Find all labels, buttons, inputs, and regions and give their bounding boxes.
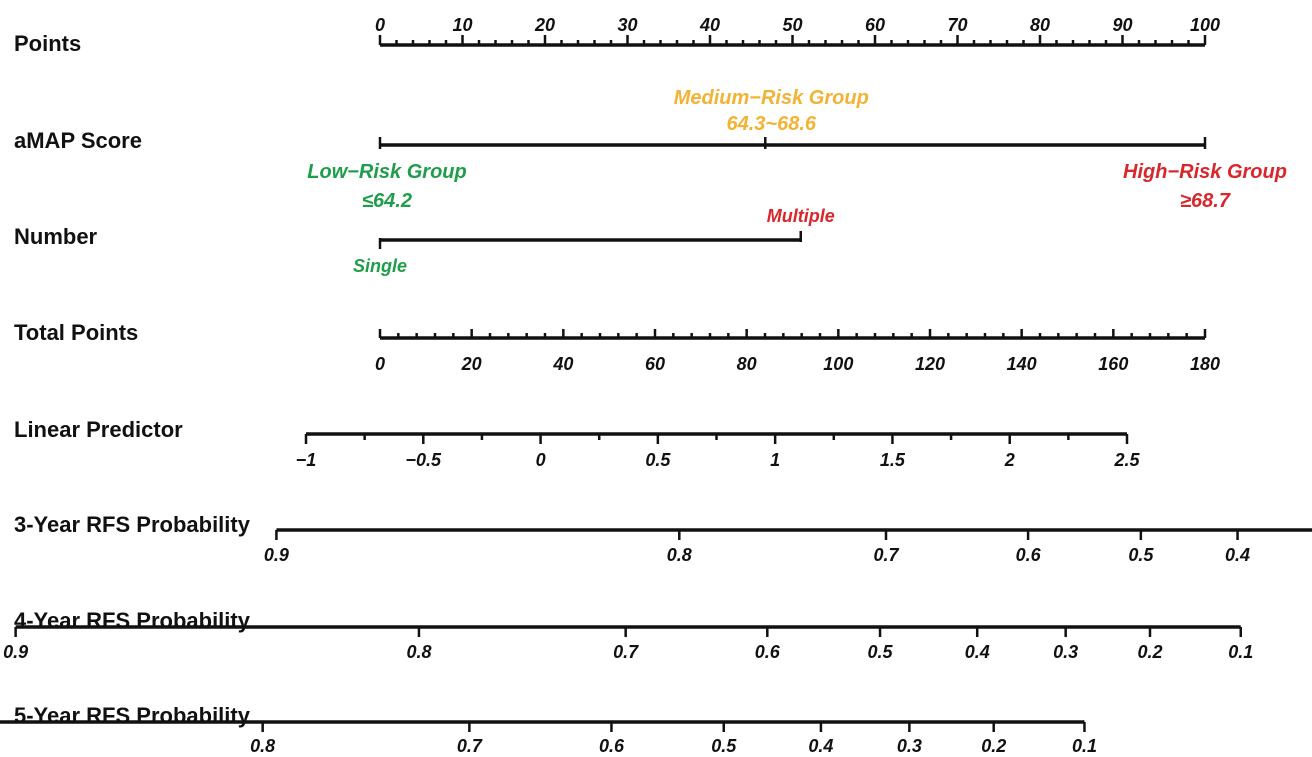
total-points-tick-label: 180 (1190, 354, 1220, 374)
amap-category-label: Medium−Risk Group (674, 87, 869, 109)
rfs5-tick-label: 0.7 (457, 736, 483, 756)
rfs3-tick-label: 0.8 (667, 545, 692, 565)
rfs3-tick-label: 0.7 (873, 545, 899, 565)
rfs3-tick-label: 0.6 (1016, 545, 1042, 565)
points-tick-label: 0 (375, 15, 385, 35)
amap-category-label: High−Risk Group (1123, 161, 1287, 183)
total-points-tick-label: 40 (552, 354, 573, 374)
amap-category-range: ≥68.7 (1180, 190, 1231, 212)
points-tick-label: 50 (782, 15, 802, 35)
rfs4-tick-label: 0.2 (1137, 642, 1162, 662)
number-category-label: Single (353, 256, 407, 276)
points-tick-label: 100 (1190, 15, 1220, 35)
points-axis: 0 10 20 30 40 50 60 70 80 90 100 (375, 15, 1220, 47)
total-points-tick-label: 60 (645, 354, 665, 374)
linear-predictor-tick-label: 2 (1004, 450, 1015, 470)
rfs3-tick-label: 0.9 (264, 545, 289, 565)
number-axis: Single Multiple (353, 206, 835, 276)
points-tick-label: 70 (947, 15, 967, 35)
rfs5-tick-label: 0.4 (808, 736, 833, 756)
rfs3-tick-label: 0.5 (1128, 545, 1154, 565)
rfs4-tick-label: 0.9 (3, 642, 28, 662)
amap-category-range: ≤64.2 (362, 190, 412, 212)
linear-predictor-tick-label: −1 (296, 450, 317, 470)
total-points-tick-label: 0 (375, 354, 385, 374)
rfs5-tick-label: 0.2 (981, 736, 1006, 756)
rfs3-tick-label: 0.4 (1225, 545, 1250, 565)
total-points-tick-label: 100 (823, 354, 853, 374)
amap-score-axis: Low−Risk Group ≤64.2 Medium−Risk Group 64.3… (307, 87, 1287, 212)
linear-predictor-tick-label: 1.5 (880, 450, 906, 470)
points-tick-label: 30 (617, 15, 637, 35)
rfs4-tick-label: 0.8 (406, 642, 431, 662)
row-label-number: Number (14, 224, 98, 249)
total-points-tick-label: 80 (737, 354, 757, 374)
amap-category-range: 64.3~68.6 (727, 113, 817, 135)
rfs5-tick-label: 0.3 (897, 736, 922, 756)
total-points-axis: 0 20 40 60 80 100 120 140 160 180 (375, 329, 1220, 374)
linear-predictor-tick-label: 2.5 (1113, 450, 1140, 470)
linear-predictor-axis: −1 −0.5 0 0.5 1 1.5 2 2.5 (296, 432, 1140, 470)
rfs5-tick-label: 0.1 (1072, 736, 1097, 756)
amap-category-label: Low−Risk Group (307, 161, 466, 183)
points-tick-label: 90 (1112, 15, 1132, 35)
rfs5-axis: 0.90.80.70.60.50.40.30.20.1 (0, 720, 1097, 756)
linear-predictor-tick-label: −0.5 (406, 450, 443, 470)
total-points-tick-label: 20 (461, 354, 482, 374)
rfs5-tick-label: 0.8 (250, 736, 275, 756)
linear-predictor-tick-label: 0.5 (645, 450, 671, 470)
linear-predictor-tick-label: 0 (536, 450, 546, 470)
row-label-5yr-rfs: 5-Year RFS Probability (14, 703, 251, 728)
rfs5-tick-label: 0.5 (711, 736, 737, 756)
row-label-linear-predictor: Linear Predictor (14, 417, 183, 442)
row-label-total-points: Total Points (14, 320, 138, 345)
rfs4-axis: 0.9 0.8 0.7 0.6 0.5 0.4 0.3 0.2 0.1 (3, 625, 1253, 662)
rfs3-axis: 0.90.80.70.60.50.40.30.2 (264, 528, 1312, 565)
total-points-tick-label: 120 (915, 354, 945, 374)
total-points-tick-label: 160 (1098, 354, 1128, 374)
rfs4-tick-label: 0.4 (965, 642, 990, 662)
points-tick-label: 40 (699, 15, 720, 35)
rfs4-tick-label: 0.5 (868, 642, 894, 662)
rfs4-tick-label: 0.3 (1053, 642, 1078, 662)
points-tick-label: 10 (452, 15, 472, 35)
rfs4-tick-label: 0.6 (755, 642, 781, 662)
row-label-points: Points (14, 31, 81, 56)
number-category-label: Multiple (767, 206, 835, 226)
row-label-4yr-rfs: 4-Year RFS Probability (14, 608, 251, 633)
points-tick-label: 80 (1030, 15, 1050, 35)
points-tick-label: 20 (534, 15, 555, 35)
row-label-amap-score: aMAP Score (14, 128, 142, 153)
rfs4-tick-label: 0.1 (1228, 642, 1253, 662)
row-label-3yr-rfs: 3-Year RFS Probability (14, 512, 251, 537)
rfs4-tick-label: 0.7 (613, 642, 639, 662)
rfs5-tick-label: 0.6 (599, 736, 625, 756)
linear-predictor-tick-label: 1 (770, 450, 780, 470)
points-tick-label: 60 (865, 15, 885, 35)
total-points-tick-label: 140 (1007, 354, 1037, 374)
